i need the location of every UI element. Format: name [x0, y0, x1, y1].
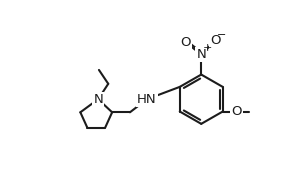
Text: N: N — [197, 48, 206, 61]
Text: O: O — [210, 34, 221, 47]
Text: O: O — [231, 105, 242, 118]
Text: −: − — [217, 30, 226, 40]
Text: +: + — [203, 43, 212, 53]
Text: O: O — [180, 36, 191, 49]
Text: N: N — [93, 93, 103, 106]
Text: HN: HN — [137, 93, 157, 106]
